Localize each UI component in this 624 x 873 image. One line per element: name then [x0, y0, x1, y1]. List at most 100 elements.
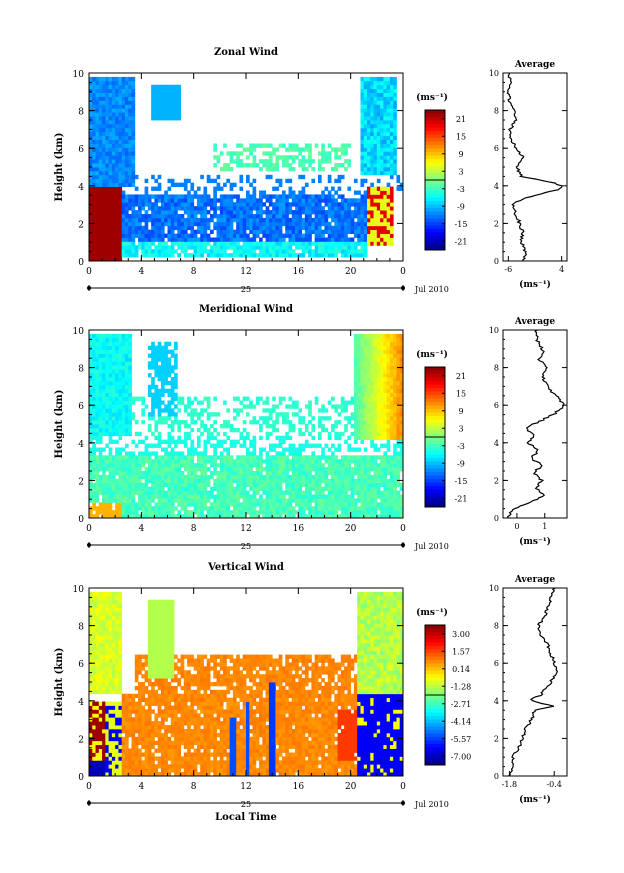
heatmap-cell [177, 253, 181, 258]
heatmap-cell [367, 490, 371, 495]
heatmap-cell [128, 151, 132, 156]
heatmap-cell [367, 494, 371, 499]
heatmap-cell [360, 84, 365, 90]
heatmap-cell [219, 221, 224, 227]
heatmap-cell [154, 482, 159, 488]
heatmap-cell [102, 182, 106, 187]
heatmap-cell [317, 210, 322, 215]
heatmap-cell [200, 482, 204, 488]
heatmap-cell [105, 104, 110, 109]
heatmap-cell [298, 494, 302, 499]
heatmap-cell [317, 225, 322, 231]
heatmap-cell [367, 353, 371, 358]
heatmap-cell [396, 178, 401, 184]
heatmap-cell [357, 369, 361, 374]
heatmap-cell [141, 412, 145, 417]
heatmap-cell [383, 225, 388, 231]
heatmap-cell [301, 147, 306, 152]
heatmap-cell [389, 210, 394, 215]
heatmap-cell [340, 217, 345, 223]
heatmap-cell [327, 494, 332, 499]
heatmap-cell [344, 167, 348, 172]
heatmap-cell [102, 108, 106, 113]
x-tick-label: 12 [240, 267, 251, 277]
heatmap-cell [252, 217, 257, 223]
heatmap-cell [275, 202, 280, 207]
heatmap-cell [151, 494, 155, 499]
heatmap-cell [219, 253, 224, 258]
heatmap-cell [121, 333, 126, 339]
heatmap-cell [118, 120, 123, 125]
heatmap-cell [164, 439, 168, 444]
heatmap-cell [265, 229, 270, 234]
heatmap-cell [246, 494, 250, 499]
heatmap-cell [219, 502, 224, 507]
heatmap-cell [157, 108, 162, 113]
heatmap-cell [219, 245, 224, 250]
heatmap-cell [95, 463, 100, 468]
heatmap-cell [262, 400, 267, 405]
heatmap-cell [324, 478, 329, 484]
heatmap-cell [331, 482, 335, 488]
heatmap-cell [304, 159, 309, 164]
heatmap-cell [223, 233, 227, 238]
heatmap-cell [232, 474, 237, 480]
heatmap-cell [350, 396, 355, 401]
heatmap-cell [164, 447, 168, 452]
heatmap-cell [193, 478, 198, 484]
heatmap-cell [102, 384, 106, 390]
heatmap-cell [170, 486, 175, 491]
heatmap-cell [121, 202, 126, 207]
heatmap-cell [285, 490, 289, 495]
heatmap-cell [200, 253, 204, 258]
heatmap-cell [105, 190, 110, 195]
heatmap-cell [105, 108, 110, 113]
heatmap-cell [128, 170, 132, 176]
heatmap-cell [124, 408, 129, 413]
heatmap-cell [367, 167, 371, 172]
heatmap-cell [363, 467, 368, 472]
heatmap-cell [124, 112, 129, 117]
heatmap-cell [196, 221, 201, 227]
heatmap-cell [95, 229, 100, 234]
heatmap-cell [275, 420, 280, 425]
heatmap-cell [265, 471, 270, 476]
heatmap-cell [298, 514, 302, 519]
heatmap-cell [229, 443, 234, 448]
heatmap-cell [108, 170, 113, 176]
heatmap-cell [259, 498, 263, 503]
heatmap-cell [124, 88, 129, 93]
heatmap-cell [216, 474, 221, 480]
heatmap-cell [393, 159, 397, 164]
heatmap-cell [200, 221, 204, 227]
heatmap-cell [111, 159, 116, 164]
heatmap-cell [226, 202, 231, 207]
heatmap-cell [157, 353, 162, 358]
heatmap-cell [108, 214, 113, 219]
heatmap-cell [154, 494, 159, 499]
heatmap-cell [298, 214, 302, 219]
heatmap-cell [124, 80, 129, 86]
heatmap-cell [259, 447, 263, 452]
heatmap-cell [128, 135, 132, 140]
heatmap-cell [92, 210, 96, 215]
heatmap-cell [177, 408, 181, 413]
heatmap-cell [98, 365, 103, 370]
heatmap-cell [383, 88, 388, 93]
heatmap-cell [311, 167, 316, 172]
heatmap-cell [301, 502, 306, 507]
heatmap-cell [229, 474, 234, 480]
heatmap-cell [288, 233, 293, 238]
heatmap-cell [115, 459, 119, 464]
heatmap-cell [105, 92, 110, 97]
heatmap-cell [236, 474, 240, 480]
heatmap-cell [373, 202, 378, 207]
heatmap-cell [383, 190, 388, 195]
heatmap-cell [340, 474, 345, 480]
heatmap-cell [288, 245, 293, 250]
heatmap-cell [301, 202, 306, 207]
heatmap-cell [111, 431, 116, 437]
heatmap-cell [105, 373, 110, 378]
heatmap-cell [98, 159, 103, 164]
heatmap-cell [219, 459, 224, 464]
